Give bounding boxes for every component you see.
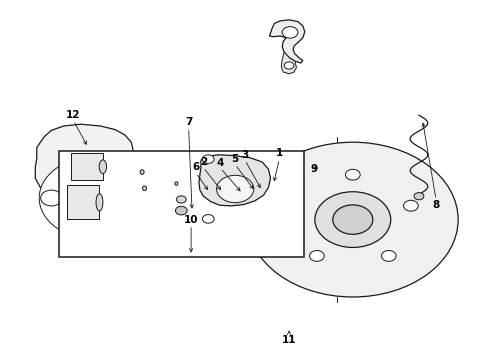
Text: 7: 7 bbox=[185, 117, 193, 127]
Circle shape bbox=[256, 215, 264, 220]
Circle shape bbox=[76, 184, 115, 212]
Ellipse shape bbox=[96, 194, 103, 211]
Circle shape bbox=[59, 171, 132, 225]
Circle shape bbox=[247, 142, 458, 297]
Circle shape bbox=[284, 62, 294, 69]
Circle shape bbox=[345, 169, 360, 180]
Circle shape bbox=[175, 206, 187, 215]
Ellipse shape bbox=[260, 191, 267, 205]
Text: 4: 4 bbox=[217, 158, 224, 168]
Circle shape bbox=[268, 188, 276, 193]
Polygon shape bbox=[67, 185, 99, 219]
Text: 8: 8 bbox=[433, 200, 440, 210]
Text: 5: 5 bbox=[232, 154, 239, 164]
Circle shape bbox=[110, 163, 132, 179]
Ellipse shape bbox=[176, 212, 206, 234]
Circle shape bbox=[202, 155, 214, 163]
Ellipse shape bbox=[249, 186, 264, 210]
Circle shape bbox=[404, 200, 418, 211]
Circle shape bbox=[107, 218, 128, 234]
Circle shape bbox=[381, 251, 396, 261]
Circle shape bbox=[315, 192, 391, 247]
Circle shape bbox=[288, 198, 295, 203]
Ellipse shape bbox=[239, 189, 249, 206]
Circle shape bbox=[249, 198, 256, 203]
Ellipse shape bbox=[99, 160, 106, 174]
Circle shape bbox=[287, 200, 302, 211]
Text: 12: 12 bbox=[66, 110, 81, 120]
Circle shape bbox=[282, 27, 298, 38]
Ellipse shape bbox=[257, 187, 270, 209]
Bar bbox=[59, 151, 304, 257]
Ellipse shape bbox=[175, 182, 178, 185]
Polygon shape bbox=[63, 221, 94, 242]
Text: 11: 11 bbox=[282, 335, 296, 345]
Text: 1: 1 bbox=[276, 148, 283, 158]
Text: 10: 10 bbox=[184, 215, 198, 225]
Ellipse shape bbox=[143, 186, 147, 191]
Circle shape bbox=[414, 193, 424, 200]
Circle shape bbox=[280, 215, 288, 220]
Circle shape bbox=[259, 196, 285, 215]
Circle shape bbox=[333, 205, 373, 234]
Text: 6: 6 bbox=[193, 162, 199, 172]
Circle shape bbox=[202, 215, 214, 223]
Circle shape bbox=[217, 175, 254, 203]
Circle shape bbox=[176, 196, 186, 203]
Ellipse shape bbox=[217, 183, 237, 210]
Ellipse shape bbox=[252, 190, 260, 206]
Text: 3: 3 bbox=[242, 150, 248, 160]
Polygon shape bbox=[35, 124, 133, 222]
Ellipse shape bbox=[182, 217, 200, 230]
Polygon shape bbox=[199, 155, 270, 206]
Ellipse shape bbox=[140, 170, 144, 175]
Circle shape bbox=[310, 251, 324, 261]
Text: 2: 2 bbox=[200, 157, 207, 167]
Text: 9: 9 bbox=[310, 164, 317, 174]
Circle shape bbox=[39, 157, 152, 239]
Circle shape bbox=[41, 190, 62, 206]
Polygon shape bbox=[71, 153, 103, 180]
Ellipse shape bbox=[197, 182, 224, 214]
Ellipse shape bbox=[234, 184, 254, 210]
Ellipse shape bbox=[204, 187, 218, 209]
Circle shape bbox=[244, 184, 300, 226]
Polygon shape bbox=[281, 52, 296, 74]
Ellipse shape bbox=[221, 187, 232, 205]
Polygon shape bbox=[270, 20, 305, 63]
